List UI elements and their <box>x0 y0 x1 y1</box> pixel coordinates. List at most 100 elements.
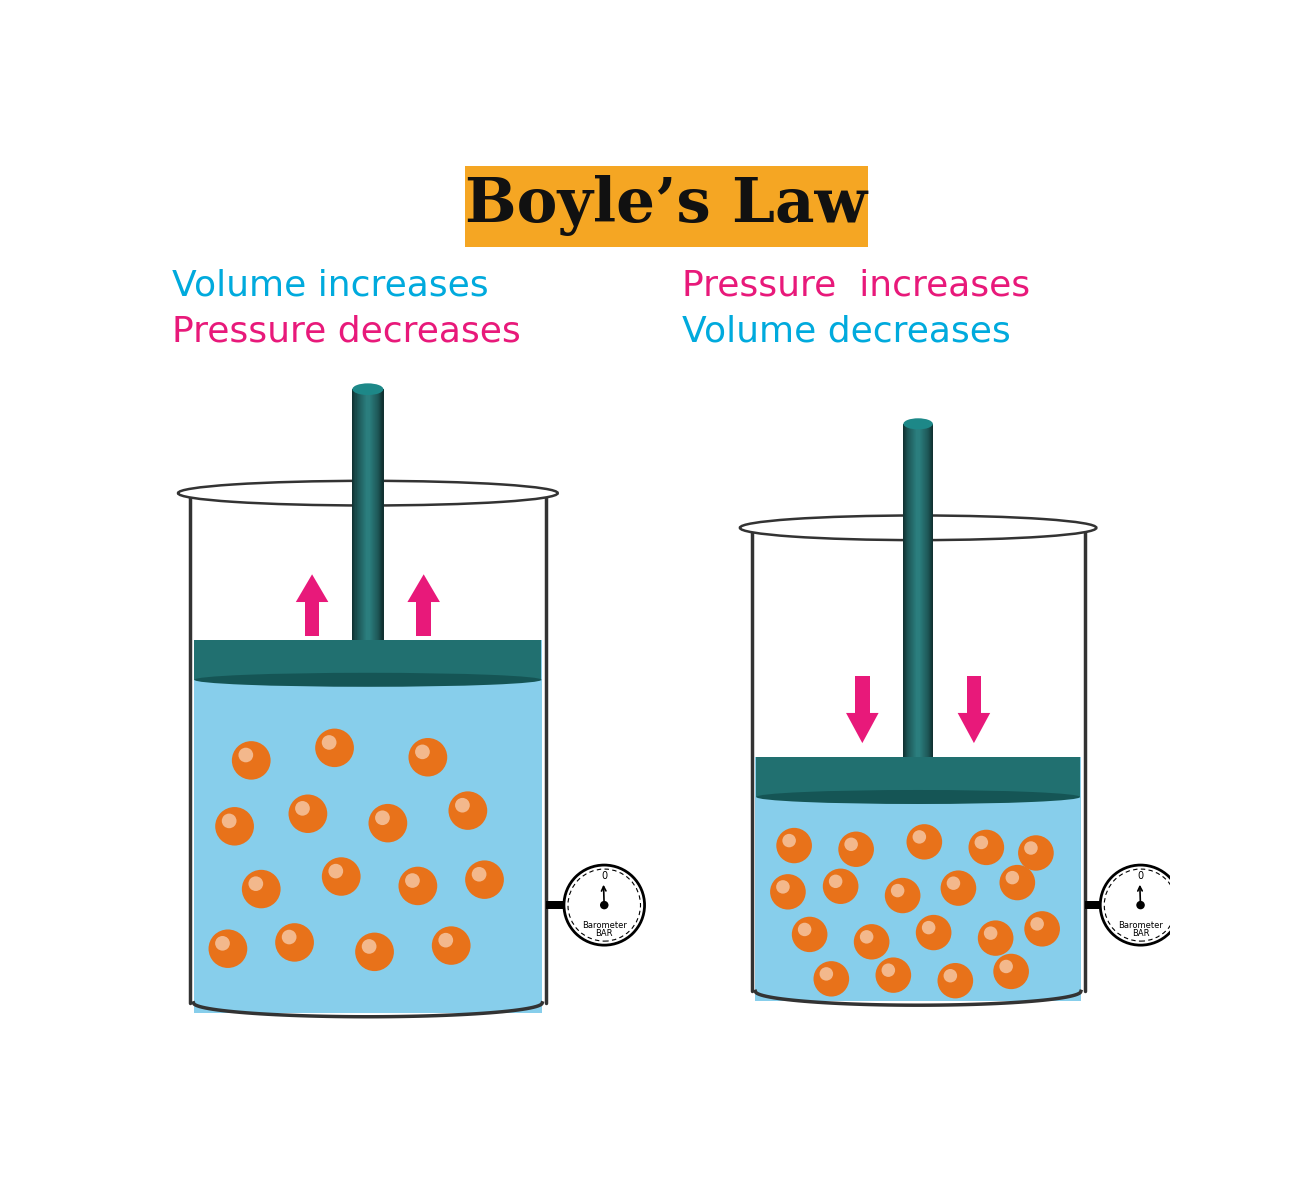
Circle shape <box>984 927 997 940</box>
Circle shape <box>854 925 889 959</box>
Bar <box>374 389 376 640</box>
Circle shape <box>295 801 309 815</box>
Bar <box>926 424 927 757</box>
Bar <box>913 424 914 757</box>
Polygon shape <box>846 713 879 743</box>
Circle shape <box>322 735 337 750</box>
Text: BAR: BAR <box>1132 929 1149 939</box>
Bar <box>360 389 361 640</box>
Text: Volume increases: Volume increases <box>172 268 489 302</box>
Circle shape <box>937 963 974 998</box>
Text: Pressure decreases: Pressure decreases <box>172 314 520 349</box>
Bar <box>381 389 382 640</box>
Bar <box>356 389 358 640</box>
Bar <box>194 640 542 653</box>
Bar <box>916 424 918 757</box>
Bar <box>363 389 364 640</box>
Bar <box>928 424 929 757</box>
Circle shape <box>448 791 488 829</box>
Bar <box>380 389 381 640</box>
Text: Barometer: Barometer <box>582 921 627 931</box>
Circle shape <box>208 929 247 967</box>
Ellipse shape <box>903 419 933 430</box>
Circle shape <box>329 864 343 878</box>
Circle shape <box>1031 917 1044 931</box>
Text: Volume decreases: Volume decreases <box>681 314 1010 349</box>
Bar <box>359 389 360 640</box>
Circle shape <box>819 967 833 981</box>
Bar <box>355 389 358 640</box>
Bar <box>354 389 355 640</box>
Circle shape <box>282 929 296 945</box>
Bar <box>905 424 906 757</box>
Bar <box>905 424 906 757</box>
Bar <box>932 424 933 757</box>
Circle shape <box>289 795 328 833</box>
Bar <box>757 757 1080 797</box>
Bar <box>755 757 1080 1001</box>
Bar <box>416 602 432 635</box>
Bar <box>927 424 928 757</box>
Circle shape <box>814 962 849 996</box>
Circle shape <box>881 964 896 977</box>
Circle shape <box>406 873 420 888</box>
Bar <box>930 424 931 757</box>
Bar <box>923 424 924 757</box>
Circle shape <box>1024 912 1060 946</box>
Circle shape <box>322 857 360 896</box>
Bar <box>377 389 378 640</box>
Ellipse shape <box>194 672 542 687</box>
Bar <box>370 389 372 640</box>
Circle shape <box>315 728 354 768</box>
Bar <box>355 389 356 640</box>
Circle shape <box>438 933 454 947</box>
Text: Barometer: Barometer <box>1118 921 1164 931</box>
Bar <box>361 389 363 640</box>
Circle shape <box>913 831 926 844</box>
Bar <box>922 424 923 757</box>
Circle shape <box>415 745 430 759</box>
Circle shape <box>368 804 407 843</box>
Text: Pressure  increases: Pressure increases <box>681 268 1030 302</box>
Bar <box>757 757 1080 771</box>
Ellipse shape <box>352 383 383 395</box>
Bar <box>907 424 909 757</box>
Bar <box>352 389 354 640</box>
Circle shape <box>885 878 920 913</box>
Circle shape <box>915 915 952 951</box>
Circle shape <box>922 921 936 934</box>
Circle shape <box>214 937 230 951</box>
Circle shape <box>455 798 469 813</box>
Bar <box>376 389 377 640</box>
Circle shape <box>776 881 789 894</box>
Bar <box>369 389 370 640</box>
Circle shape <box>216 807 254 846</box>
Circle shape <box>408 738 447 777</box>
Polygon shape <box>958 713 991 743</box>
Circle shape <box>276 923 313 962</box>
Bar <box>930 424 931 757</box>
Circle shape <box>601 901 608 909</box>
Circle shape <box>238 747 254 763</box>
Bar <box>370 389 372 640</box>
Polygon shape <box>296 575 329 602</box>
Bar <box>911 424 913 757</box>
Bar <box>465 165 868 246</box>
Circle shape <box>1100 865 1180 945</box>
Circle shape <box>776 828 812 863</box>
Circle shape <box>993 953 1030 989</box>
Circle shape <box>472 868 486 882</box>
Bar <box>967 676 982 713</box>
Ellipse shape <box>178 481 558 506</box>
Circle shape <box>946 877 961 890</box>
Circle shape <box>944 969 957 983</box>
Bar <box>926 424 927 757</box>
Bar <box>922 424 923 757</box>
Text: 0: 0 <box>1138 871 1144 882</box>
Bar <box>381 389 382 640</box>
Text: Boyle’s Law: Boyle’s Law <box>465 175 867 237</box>
Ellipse shape <box>757 790 1080 804</box>
Circle shape <box>975 835 988 850</box>
Bar <box>914 424 915 757</box>
Text: 0: 0 <box>601 871 607 882</box>
